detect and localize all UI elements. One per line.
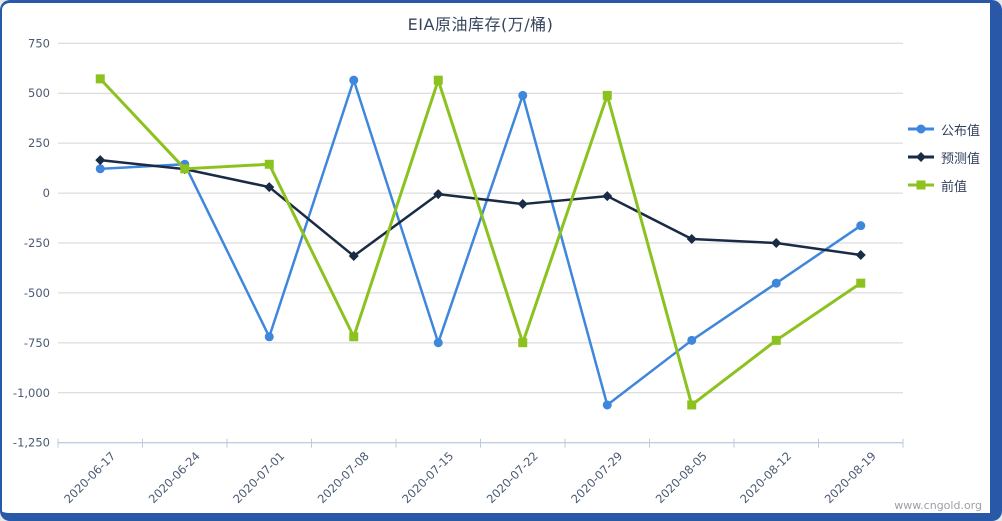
data-point-previous-value-6[interactable] bbox=[602, 90, 612, 100]
y-axis-label: -750 bbox=[24, 336, 50, 350]
y-axis-label: 0 bbox=[43, 186, 50, 200]
data-point-previous-value-7[interactable] bbox=[687, 400, 697, 410]
x-axis-label: 2020-08-12 bbox=[737, 449, 794, 506]
y-axis-label: 750 bbox=[28, 36, 50, 50]
data-point-published-value-7[interactable] bbox=[687, 335, 697, 345]
series-line-published-value bbox=[100, 78, 862, 407]
data-point-forecast-value-6[interactable] bbox=[602, 191, 613, 202]
series-line-forecast-value bbox=[100, 158, 861, 258]
y-axis-label: -500 bbox=[24, 286, 50, 300]
x-axis-label: 2020-07-22 bbox=[484, 449, 541, 506]
data-point-forecast-value-0[interactable] bbox=[95, 155, 106, 166]
data-point-forecast-value-7[interactable] bbox=[686, 234, 697, 245]
y-axis-label: -1,000 bbox=[13, 386, 50, 400]
legend-label: 预测值 bbox=[941, 151, 981, 167]
data-point-previous-value-5[interactable] bbox=[518, 338, 528, 348]
data-point-published-value-4[interactable] bbox=[433, 338, 443, 348]
data-point-previous-value-1[interactable] bbox=[180, 164, 190, 174]
x-axis-label: 2020-07-29 bbox=[568, 449, 625, 506]
legend-item-previous-value[interactable]: 前值 bbox=[908, 171, 980, 199]
data-point-previous-value-8[interactable] bbox=[771, 335, 781, 345]
data-point-previous-value-4[interactable] bbox=[433, 75, 443, 85]
data-point-published-value-2[interactable] bbox=[264, 332, 274, 342]
diamond-marker-icon bbox=[908, 152, 934, 162]
x-axis-label: 2020-07-15 bbox=[399, 449, 456, 506]
legend: 公布值 预测值 前值 bbox=[908, 115, 980, 199]
square-marker-icon bbox=[908, 180, 934, 190]
x-axis-label: 2020-06-24 bbox=[146, 449, 203, 506]
y-axis-label: 500 bbox=[28, 86, 50, 100]
circle-marker-icon bbox=[908, 124, 934, 134]
data-point-published-value-9[interactable] bbox=[856, 221, 866, 231]
data-point-forecast-value-2[interactable] bbox=[264, 182, 275, 193]
data-point-previous-value-2[interactable] bbox=[264, 159, 274, 169]
data-point-forecast-value-4[interactable] bbox=[433, 189, 444, 200]
legend-item-published-value[interactable]: 公布值 bbox=[908, 115, 980, 143]
x-axis-label: 2020-08-19 bbox=[822, 449, 879, 506]
data-point-forecast-value-8[interactable] bbox=[771, 238, 782, 248]
legend-label: 前值 bbox=[941, 179, 968, 195]
x-axis-label: 2020-06-17 bbox=[61, 449, 118, 506]
y-axis-label: -1,250 bbox=[13, 436, 50, 450]
series-line-previous-value bbox=[99, 77, 862, 407]
data-point-published-value-0[interactable] bbox=[95, 164, 105, 174]
data-point-published-value-6[interactable] bbox=[602, 400, 612, 410]
data-point-forecast-value-9[interactable] bbox=[855, 249, 866, 260]
legend-item-forecast-value[interactable]: 预测值 bbox=[908, 143, 980, 171]
data-point-published-value-3[interactable] bbox=[349, 75, 359, 85]
data-point-previous-value-0[interactable] bbox=[95, 74, 105, 84]
data-point-published-value-8[interactable] bbox=[771, 278, 781, 288]
data-point-previous-value-3[interactable] bbox=[349, 332, 359, 342]
data-point-forecast-value-3[interactable] bbox=[348, 250, 359, 261]
data-point-forecast-value-5[interactable] bbox=[517, 199, 528, 210]
data-point-published-value-5[interactable] bbox=[518, 90, 528, 100]
x-axis-label: 2020-07-08 bbox=[315, 449, 372, 506]
y-axis-label: 250 bbox=[28, 136, 50, 150]
data-point-previous-value-9[interactable] bbox=[856, 278, 866, 288]
x-axis-label: 2020-08-05 bbox=[653, 449, 710, 506]
chart-title: EIA原油库存(万/桶) bbox=[407, 15, 554, 34]
legend-label: 公布值 bbox=[941, 123, 981, 139]
watermark: www.cngold.org bbox=[894, 499, 982, 512]
x-axis-label: 2020-07-01 bbox=[230, 449, 287, 506]
y-axis-label: -250 bbox=[24, 236, 50, 250]
